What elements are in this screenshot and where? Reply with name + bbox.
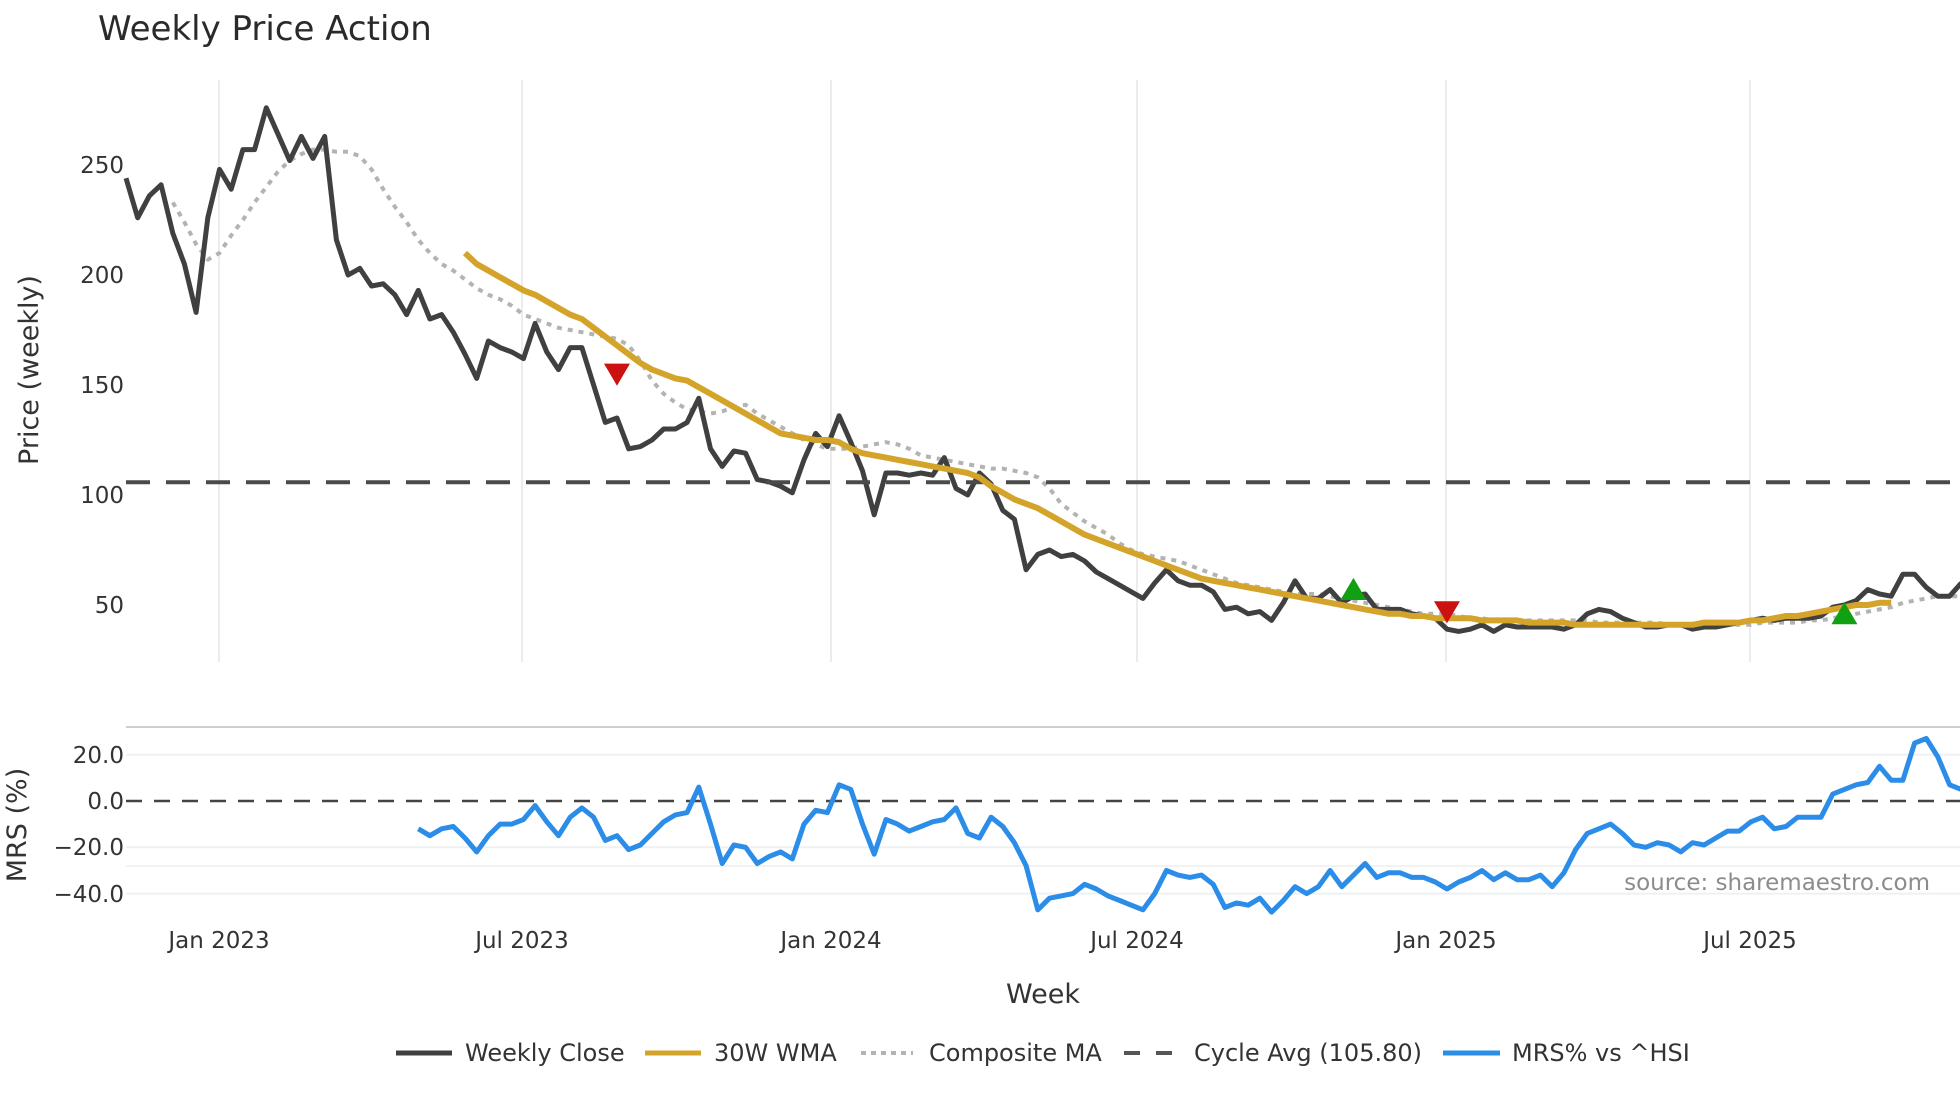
mrs-tick-20: 20.0 — [73, 743, 124, 769]
price-tick-100: 100 — [80, 483, 124, 509]
sell-signal-triangle-down-icon — [1433, 601, 1460, 624]
gridline — [126, 865, 1960, 867]
mrs-tick-0: 0.0 — [87, 789, 124, 815]
x-tick-jan-2023: Jan 2023 — [166, 928, 269, 954]
price-tick-200: 200 — [80, 263, 124, 289]
sell-signal-triangle-down-icon — [603, 363, 630, 386]
price-panel-gridlines — [218, 80, 1751, 662]
x-tick-jul-2025: Jul 2025 — [1701, 928, 1797, 954]
x-tick-jul-2024: Jul 2024 — [1088, 928, 1184, 954]
buy-signal-triangle-up-icon — [1340, 577, 1367, 600]
signal-markers — [603, 363, 1858, 625]
x-tick-jan-2024: Jan 2024 — [778, 928, 881, 954]
mrs-y-axis: 20.0 0.0 −20.0 −40.0 — [54, 743, 124, 908]
mrs-line — [417, 736, 1960, 915]
legend-item-weekly-close[interactable]: Weekly Close — [396, 1039, 625, 1067]
x-tick-jul-2023: Jul 2023 — [473, 928, 569, 954]
x-axis-label: Week — [1006, 979, 1080, 1010]
price-y-axis: 250 200 150 100 50 — [80, 153, 124, 619]
x-axis: Jan 2023 Jul 2023 Jan 2024 Jul 2024 Jan … — [166, 928, 1796, 954]
legend-item-composite-ma[interactable]: Composite MA — [861, 1039, 1102, 1067]
price-tick-50: 50 — [95, 593, 124, 619]
price-tick-150: 150 — [80, 373, 124, 399]
legend-label: MRS% vs ^HSI — [1512, 1039, 1690, 1067]
legend-item-cycle-avg[interactable]: Cycle Avg (105.80) — [1124, 1039, 1422, 1067]
legend-item-30w-wma[interactable]: 30W WMA — [645, 1039, 837, 1067]
buy-signal-triangle-up-icon — [1831, 602, 1858, 625]
legend-label: Cycle Avg (105.80) — [1194, 1039, 1422, 1067]
mrs-tick-neg40: −40.0 — [54, 882, 124, 908]
legend: Weekly Close 30W WMA Composite MA Cycle … — [396, 1039, 1690, 1067]
price-series-group — [123, 105, 1960, 634]
legend-label: Composite MA — [929, 1039, 1102, 1067]
mrs-tick-neg20: −20.0 — [54, 835, 124, 861]
wma-30w-line — [462, 250, 1892, 628]
legend-label: 30W WMA — [714, 1039, 837, 1067]
source-attribution: source: sharemaestro.com — [1624, 870, 1930, 896]
legend-item-mrs[interactable]: MRS% vs ^HSI — [1443, 1039, 1690, 1067]
weekly-close-line — [123, 105, 1960, 634]
mrs-y-axis-label: MRS (%) — [2, 768, 33, 883]
price-tick-250: 250 — [80, 153, 124, 179]
x-tick-jan-2025: Jan 2025 — [1393, 928, 1496, 954]
price-y-axis-label: Price (weekly) — [14, 275, 45, 465]
chart-title: Weekly Price Action — [98, 9, 432, 49]
mrs-series-group — [417, 736, 1960, 915]
mrs-panel-gridlines — [126, 753, 1960, 895]
legend-label: Weekly Close — [465, 1039, 625, 1067]
